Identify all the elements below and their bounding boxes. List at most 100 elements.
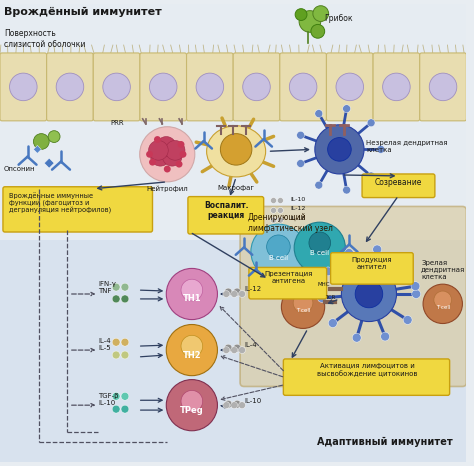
Text: Воспалит.
реакция: Воспалит. реакция (204, 200, 248, 220)
Text: IL-12: IL-12 (290, 206, 306, 212)
Circle shape (412, 289, 420, 298)
Circle shape (121, 283, 129, 291)
Circle shape (148, 141, 168, 160)
FancyBboxPatch shape (373, 53, 419, 121)
Circle shape (149, 159, 156, 165)
Circle shape (146, 151, 153, 158)
Circle shape (165, 141, 185, 160)
Circle shape (223, 402, 230, 409)
Text: IL-10: IL-10 (244, 398, 261, 404)
Text: Презентация
антигена: Презентация антигена (264, 271, 312, 284)
Circle shape (293, 293, 313, 313)
Circle shape (373, 245, 382, 254)
Bar (0, 4, 466, 240)
Circle shape (140, 127, 195, 182)
Circle shape (112, 283, 120, 291)
FancyBboxPatch shape (0, 53, 46, 121)
Circle shape (224, 400, 232, 408)
Text: IL-4: IL-4 (244, 342, 256, 348)
Circle shape (328, 137, 351, 161)
Circle shape (423, 284, 463, 323)
Circle shape (336, 73, 364, 101)
Circle shape (112, 392, 120, 400)
Circle shape (112, 351, 120, 359)
Circle shape (223, 347, 230, 354)
Text: IL-18: IL-18 (290, 216, 305, 221)
Circle shape (343, 186, 351, 194)
Circle shape (295, 9, 307, 21)
Circle shape (231, 402, 237, 409)
Text: Врождённый иммунитет: Врождённый иммунитет (4, 7, 162, 17)
Circle shape (181, 391, 203, 412)
Circle shape (277, 207, 283, 213)
Text: Активация лимфоцитов и
высвобождение цитокинов: Активация лимфоцитов и высвобождение цит… (317, 363, 417, 377)
Text: Дренирующий
лимфатический узел: Дренирующий лимфатический узел (248, 213, 333, 233)
FancyBboxPatch shape (249, 267, 327, 299)
Circle shape (238, 347, 246, 354)
Text: TРeg: TРeg (180, 405, 204, 415)
Circle shape (223, 291, 230, 297)
Circle shape (313, 6, 328, 21)
Circle shape (309, 232, 330, 254)
Text: TН1: TН1 (182, 295, 201, 303)
Circle shape (166, 380, 218, 431)
Circle shape (56, 73, 84, 101)
Circle shape (315, 110, 323, 117)
Circle shape (411, 282, 420, 291)
Circle shape (398, 258, 407, 267)
Polygon shape (34, 145, 41, 153)
Circle shape (282, 285, 325, 329)
FancyBboxPatch shape (419, 53, 466, 121)
Text: Опсонин: Опсонин (4, 166, 36, 172)
Circle shape (289, 73, 317, 101)
Circle shape (315, 125, 364, 174)
Circle shape (103, 73, 130, 101)
Text: Адаптивный иммунитет: Адаптивный иммунитет (317, 437, 453, 446)
Circle shape (345, 248, 354, 257)
Text: B cell: B cell (269, 254, 288, 260)
Text: Зрелая
дендритная
клетка: Зрелая дендритная клетка (421, 260, 465, 280)
Circle shape (149, 73, 177, 101)
Circle shape (34, 134, 49, 150)
Circle shape (299, 11, 321, 32)
Circle shape (154, 136, 161, 143)
Circle shape (121, 392, 129, 400)
Circle shape (121, 405, 129, 413)
FancyBboxPatch shape (280, 53, 327, 121)
Text: B cell: B cell (310, 250, 329, 256)
Text: TCR: TCR (325, 295, 335, 300)
Circle shape (343, 105, 351, 113)
Circle shape (367, 119, 375, 127)
Circle shape (367, 172, 375, 180)
Circle shape (231, 291, 237, 297)
Circle shape (297, 131, 304, 139)
Circle shape (429, 73, 457, 101)
Text: IFN-γ
TNF: IFN-γ TNF (99, 281, 116, 294)
Circle shape (196, 73, 224, 101)
Circle shape (238, 402, 246, 409)
Circle shape (112, 295, 120, 303)
Circle shape (243, 73, 270, 101)
Circle shape (156, 137, 176, 156)
Circle shape (277, 198, 283, 204)
Circle shape (121, 338, 129, 346)
Circle shape (233, 400, 241, 408)
Circle shape (377, 145, 385, 153)
Text: Врождённые иммунные
функции (фагоцитоз и
дегрануляция нейтрофилов): Врождённые иммунные функции (фагоцитоз и… (9, 192, 111, 214)
Circle shape (48, 130, 60, 143)
Text: IL-10: IL-10 (290, 197, 305, 202)
Circle shape (233, 344, 241, 352)
Text: Грибок: Грибок (325, 14, 353, 22)
Circle shape (180, 151, 186, 158)
Circle shape (224, 344, 232, 352)
Circle shape (181, 279, 203, 301)
Circle shape (166, 268, 218, 320)
Text: T cell: T cell (436, 305, 450, 310)
Circle shape (383, 73, 410, 101)
Text: Поверхность
слизистой оболочки: Поверхность слизистой оболочки (4, 29, 85, 49)
FancyBboxPatch shape (187, 53, 233, 121)
Circle shape (121, 351, 129, 359)
Circle shape (324, 267, 332, 276)
Circle shape (233, 288, 241, 296)
Text: T cell: T cell (296, 308, 310, 313)
